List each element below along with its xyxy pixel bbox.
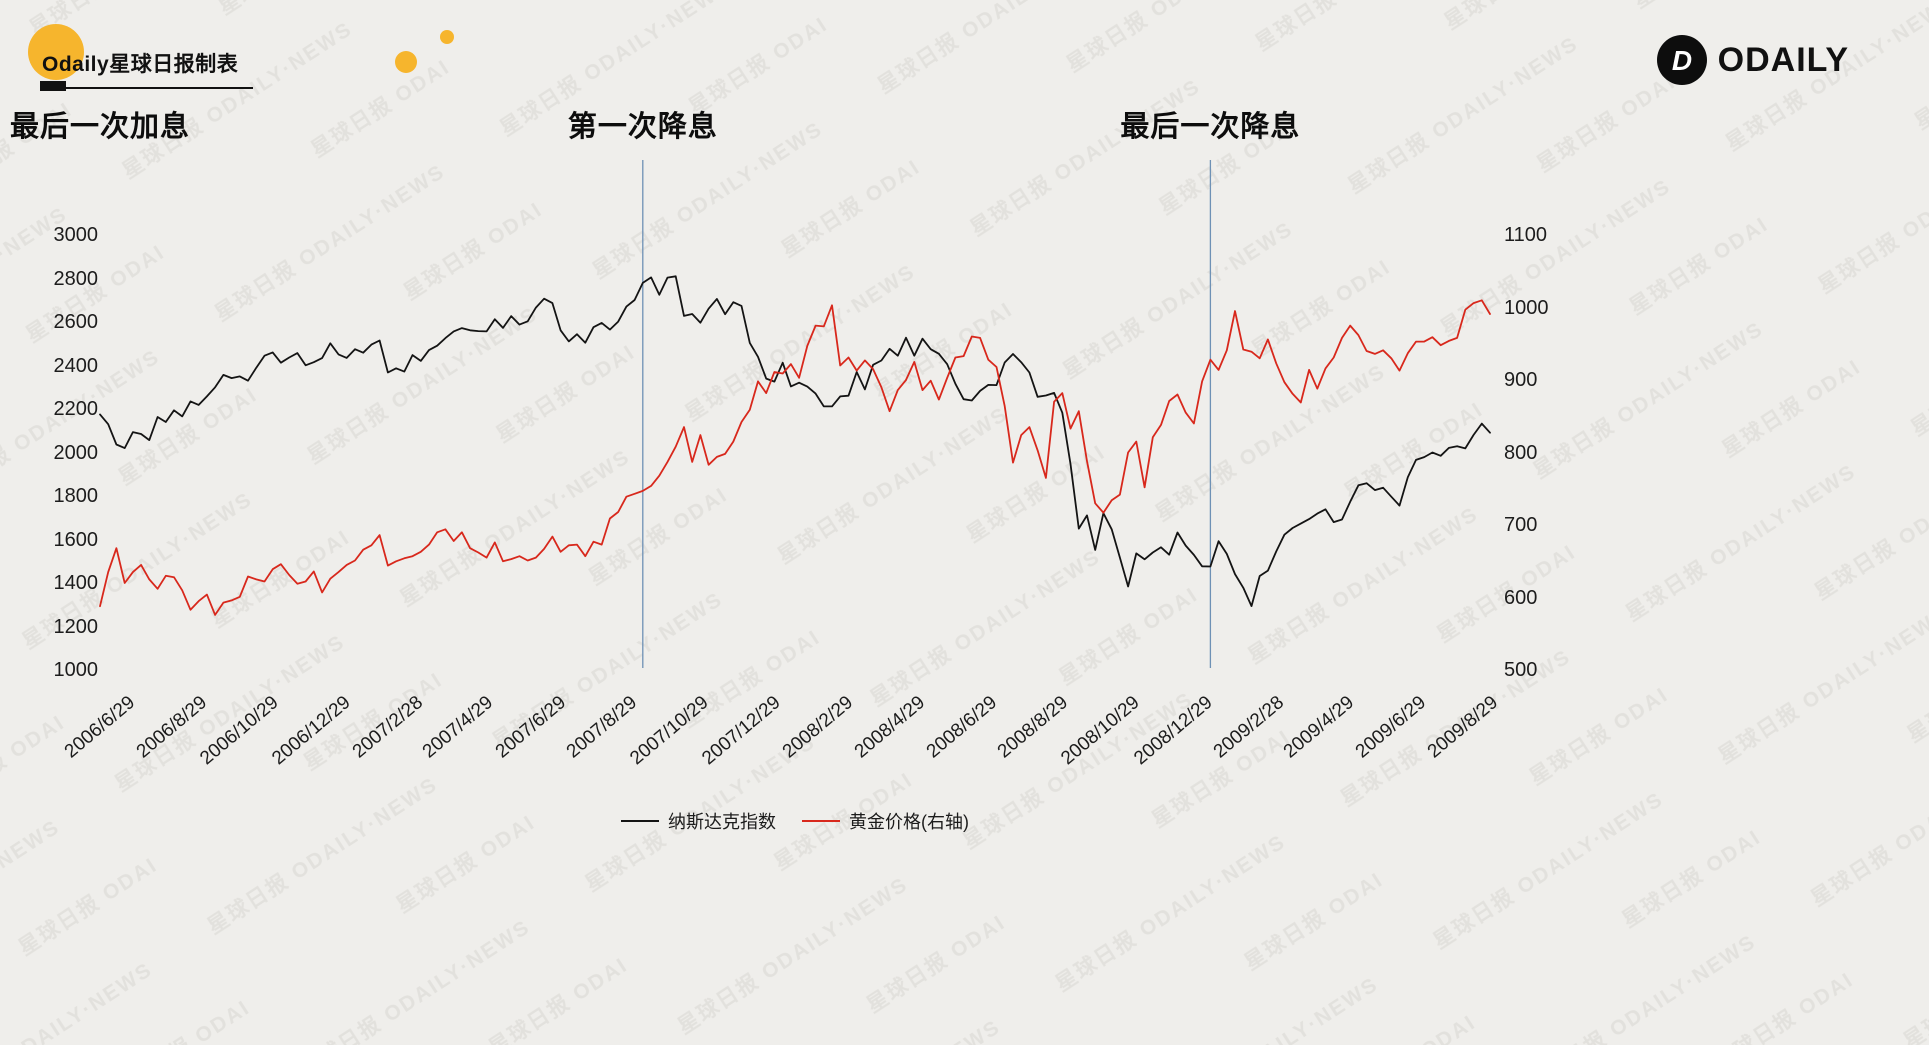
legend-label-nasdaq: 纳斯达克指数 bbox=[668, 812, 776, 832]
right-axis-tick: 500 bbox=[1504, 659, 1538, 681]
left-axis-tick: 2600 bbox=[53, 311, 99, 333]
annotation-last-rate-hike: 最后一次加息 bbox=[10, 111, 191, 143]
left-axis-tick: 3000 bbox=[53, 224, 99, 246]
left-axis-tick: 1200 bbox=[53, 615, 99, 638]
credit-accent-circle bbox=[28, 24, 84, 80]
legend-item-gold: 黄金价格(右轴) bbox=[802, 808, 969, 834]
chart-legend: 纳斯达克指数 黄金价格(右轴) bbox=[621, 808, 969, 834]
odaily-logo-icon: D bbox=[1656, 35, 1707, 85]
right-axis-tick: 600 bbox=[1504, 586, 1538, 609]
decor-dot-small bbox=[440, 30, 454, 44]
svg-text:D: D bbox=[1672, 45, 1692, 76]
annotation-last-rate-cut: 最后一次降息 bbox=[1120, 111, 1301, 143]
legend-line-nasdaq bbox=[621, 820, 659, 822]
left-axis-tick: 1800 bbox=[53, 485, 99, 507]
right-axis-tick: 800 bbox=[1504, 441, 1538, 464]
decor-dot-large bbox=[395, 51, 417, 73]
right-axis-tick: 900 bbox=[1504, 369, 1538, 391]
left-axis-tick: 2800 bbox=[53, 267, 99, 290]
right-axis-tick: 1000 bbox=[1504, 296, 1549, 319]
left-axis-tick: 2400 bbox=[53, 354, 99, 377]
odaily-logo: D ODAILY bbox=[1656, 34, 1849, 86]
annotation-first-rate-cut: 第一次降息 bbox=[567, 111, 718, 143]
legend-line-gold bbox=[802, 820, 840, 822]
credit-underline-block bbox=[40, 81, 66, 91]
legend-item-nasdaq: 纳斯达克指数 bbox=[621, 808, 776, 834]
left-axis-tick: 1400 bbox=[53, 572, 99, 594]
left-axis-tick: 1600 bbox=[53, 528, 99, 551]
credit-text: Odaily星球日报制表 bbox=[42, 53, 239, 76]
right-axis-tick: 700 bbox=[1504, 514, 1538, 536]
odaily-logo-text: ODAILY bbox=[1717, 40, 1849, 79]
left-axis-tick: 2200 bbox=[53, 398, 99, 420]
left-axis-tick: 2000 bbox=[53, 441, 99, 464]
legend-label-gold: 黄金价格(右轴) bbox=[849, 812, 969, 832]
right-axis-tick: 1100 bbox=[1504, 224, 1548, 246]
left-axis-tick: 1000 bbox=[53, 659, 99, 681]
credit-underline bbox=[40, 87, 253, 89]
